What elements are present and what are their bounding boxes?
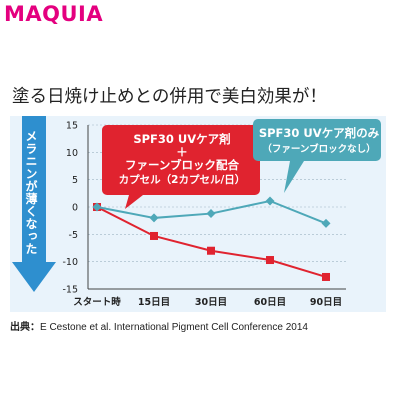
callout-red-line: ファーンブロック配合 [125, 158, 240, 172]
y-tick-label: 5 [72, 175, 78, 186]
y-tick-label: -15 [62, 285, 78, 296]
series-teal [92, 196, 331, 228]
data-point [207, 246, 215, 255]
source-label: 出典： [10, 322, 40, 333]
data-point [266, 256, 274, 265]
data-point [322, 272, 330, 281]
data-point [321, 218, 331, 228]
headline: 塗る日焼け止めとの併用で美白効果が！ [12, 87, 327, 107]
y-tick-label: -10 [62, 257, 78, 268]
melanin-arrow-graphic [12, 116, 56, 292]
x-tick-label: 30日目 [195, 297, 227, 308]
x-tick-label: 60日目 [254, 297, 286, 308]
data-point [206, 209, 216, 219]
source-citation: 出典：E Cestone et al. International Pigmen… [10, 318, 308, 333]
data-point [150, 231, 158, 240]
y-tick-label: 0 [72, 203, 78, 214]
data-point [265, 196, 275, 206]
x-tick-label: 15日目 [138, 297, 170, 308]
y-tick-label: 15 [66, 121, 78, 132]
maquia-logo[interactable]: MAQUIA [4, 2, 104, 26]
callout-red-line: カプセル（2カプセル/日） [119, 173, 246, 186]
data-point [92, 202, 102, 212]
x-tick-label: 90日目 [310, 297, 342, 308]
callout-red-bubble [102, 125, 260, 209]
callout-red-line: SPF30 UVケア剤 [133, 132, 230, 146]
data-point [149, 213, 159, 223]
callout-teal-bubble [253, 119, 381, 193]
y-tick-label: 10 [66, 148, 78, 159]
callout-teal: SPF30 UVケア剤のみ （ファーンブロックなし） [253, 119, 381, 193]
y-tick-label: -5 [69, 230, 78, 241]
callout-red-line: ＋ [176, 145, 188, 159]
callout-teal-line: SPF30 UVケア剤のみ [259, 126, 380, 140]
source-text: E Cestone et al. International Pigment C… [40, 322, 308, 333]
callout-teal-line: （ファーンブロックなし） [262, 143, 375, 155]
x-tick-label: スタート時 [73, 296, 121, 308]
melanin-arrow-label: メラニンが薄くなった [24, 130, 38, 255]
